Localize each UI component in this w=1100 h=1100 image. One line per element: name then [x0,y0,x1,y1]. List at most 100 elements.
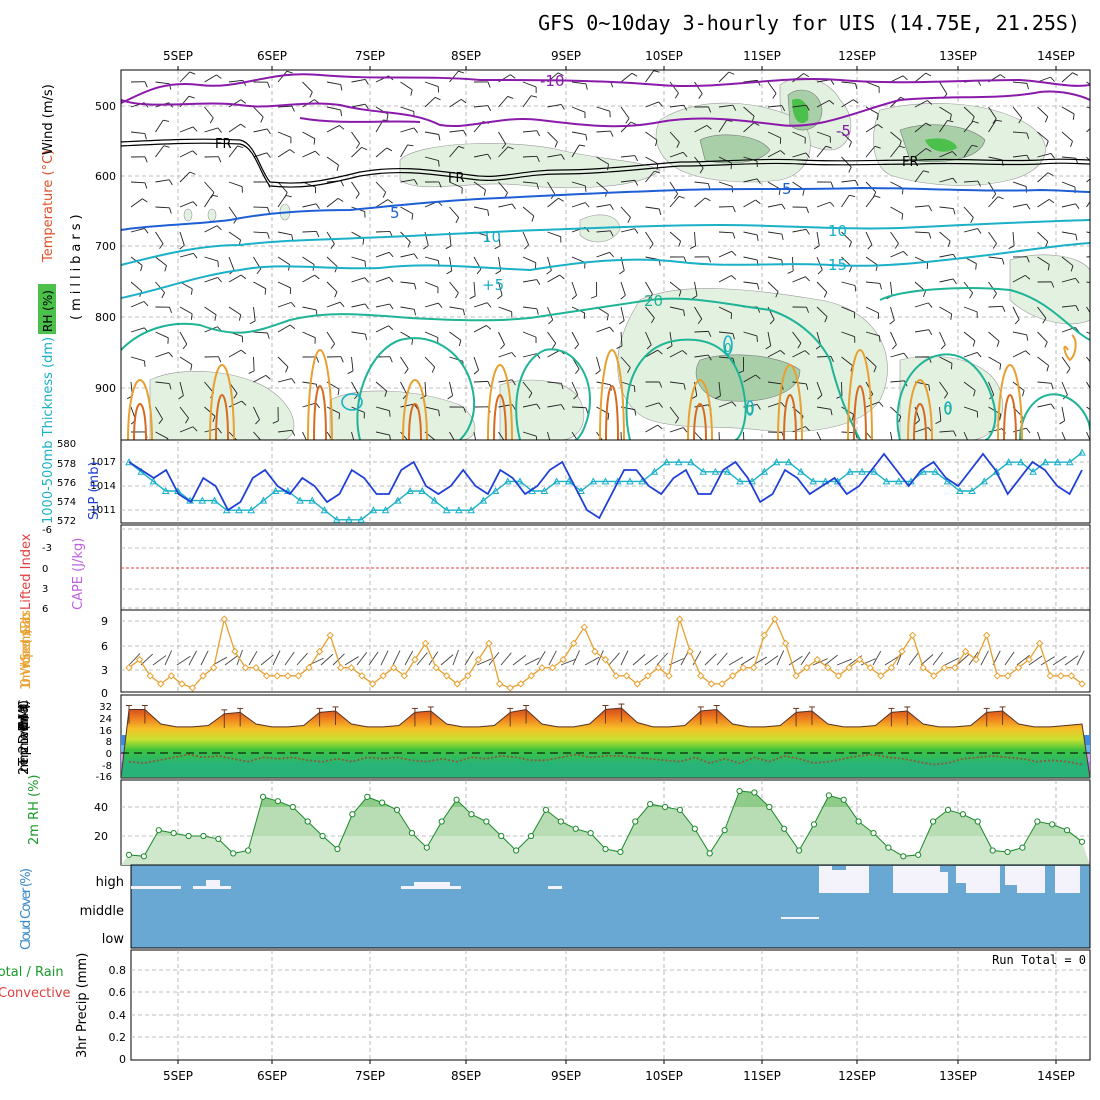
date-label: 12SEP [838,49,876,63]
thickness-point [467,506,475,514]
wind-point [358,672,366,680]
wind-point [707,680,716,688]
wind-point [315,647,324,656]
rh-point [215,835,222,843]
rh-tick: 20 [94,830,108,843]
wind-point [919,663,927,672]
thickness-point [430,496,439,504]
wind-point [654,663,663,672]
pressure-tick: 900 [95,382,116,395]
cloud-level-low: low [102,932,125,947]
wind-point [887,663,896,672]
temperature-area [121,707,1090,778]
rh-point [319,832,326,840]
thickness-point [882,477,891,485]
slp-thickness-panel: 580 578 576 574 572 1017 1014 1011 1000-… [41,337,1091,527]
rh-point [885,844,892,851]
rh-point [438,818,445,825]
thickness-point [723,467,732,475]
top-date-axis: 5SEP 6SEP 7SEP 8SEP 9SEP 10SEP 11SEP 12SEP 13SEP… [163,49,1075,70]
rh-point [781,825,788,832]
wind-point [326,631,334,640]
rh-point [304,818,311,825]
thickness-point [809,477,818,485]
thickness-point [980,477,989,485]
contour-label: 20 [644,292,663,310]
thickness-point [1004,458,1013,466]
contour-label: -10 [540,72,565,90]
thickness-point [332,515,341,523]
precip-tick: 0.2 [109,1031,127,1044]
rh-point [944,806,952,814]
thickness-point [393,496,402,504]
thickness-tick: 576 [57,478,76,489]
rh-point [527,832,535,840]
thickness-point [784,458,793,466]
thickness-point [296,496,304,504]
isotherm-10 [121,219,1090,266]
wind-point [750,663,758,672]
pressure-tick: 800 [95,311,116,324]
isotherm-5 [121,186,1090,231]
rh-point [632,818,639,825]
wind-point [855,655,864,664]
rh-point [453,796,460,803]
wind-point [951,663,959,672]
contour-label: 0 [724,341,732,355]
cloud-level-high: high [96,875,124,890]
wind-point [294,672,303,680]
date-label: 10SEP [645,1069,683,1083]
rh-point [364,793,371,800]
rh-point [1034,818,1041,825]
rh-point [572,825,579,832]
date-label: 11SEP [743,49,781,63]
date-label: 8SEP [451,49,481,63]
wind-point [231,647,239,656]
isotherm-15 [121,242,1090,299]
wind-point [739,663,747,672]
thickness-point [662,458,671,466]
thickness-point [552,477,561,485]
wind-point [559,655,567,664]
freezing-level [121,138,1090,184]
wind-point [697,672,705,680]
precip-tick: 0 [119,1053,126,1066]
rh-tick: 40 [94,801,108,814]
wind-point [273,672,281,680]
thickness-point [797,467,805,475]
chart-title: GFS 0~10day 3-hourly for UIS (14.75E, 21… [538,11,1080,35]
wind-point [538,663,546,672]
wind-point [940,663,949,672]
rh-point [557,818,564,825]
thickness-tick: 578 [57,459,76,470]
slp-tick: 1017 [91,457,116,468]
rh-point [900,853,907,860]
wind-point [485,639,493,648]
temperature-panel: 32 24 16 8 0 -8 -16 2m Temp 2m DewPt (6h… [17,694,1091,783]
wind-point [570,639,578,648]
rh-point [766,803,773,811]
thickness-point [760,467,769,475]
isotherm-20b [356,337,476,440]
thickness-point [320,506,329,514]
isotherm-20f [896,353,997,440]
date-label: 13SEP [939,1069,977,1083]
thickness-point [870,467,879,475]
wind-tick: 9 [101,615,108,628]
temp-tick: -8 [102,761,112,772]
rh-point [483,818,490,825]
rh-point [349,811,356,818]
wind-point [464,672,472,680]
thickness-point [846,467,854,475]
rh-point [929,818,937,825]
label-slp: SLP (mb) [87,461,102,520]
thickness-point [418,486,427,494]
wind-point [517,680,525,688]
thickness-point [381,506,390,514]
contour-label: 0 [746,403,754,417]
rh-point [423,844,430,851]
date-label: 6SEP [257,1069,287,1083]
thickness-point [992,467,1001,475]
thickness-point [931,467,940,475]
